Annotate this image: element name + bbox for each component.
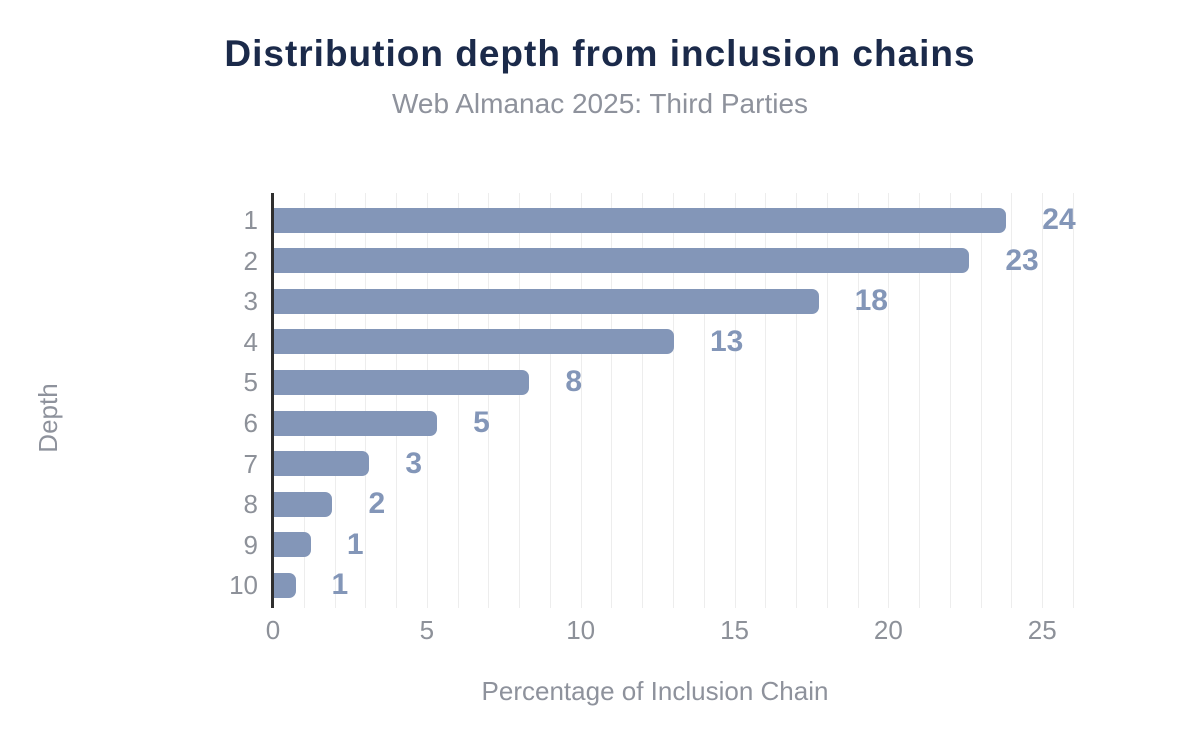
x-tick-label: 25 (1027, 615, 1057, 645)
y-category-label: 7 (243, 448, 258, 479)
chart-title: Distribution depth from inclusion chains (224, 33, 976, 74)
bar (274, 288, 819, 314)
gridline (765, 193, 767, 608)
chart-subtitle: Web Almanac 2025: Third Parties (391, 88, 809, 119)
gridline (1011, 193, 1013, 608)
bar-value-label: 18 (854, 284, 888, 318)
bar (274, 248, 970, 274)
bar (274, 207, 1007, 233)
gridline (703, 193, 705, 608)
y-category-label: 4 (243, 326, 258, 357)
bar-value-label: 2 (368, 487, 386, 521)
y-axis-title: Depth (33, 383, 63, 453)
gridline (457, 193, 459, 608)
x-tick-label: 0 (265, 615, 281, 645)
bar-value-label: 24 (1042, 203, 1076, 236)
bar (274, 329, 674, 355)
y-category-label: 8 (243, 489, 258, 520)
gridline (949, 193, 951, 608)
bar-value-label: 1 (331, 568, 349, 602)
gridline (1042, 193, 1044, 608)
gridline (365, 193, 367, 608)
bar (274, 369, 530, 395)
gridline (580, 193, 582, 608)
gridline (919, 193, 921, 608)
gridline (673, 193, 674, 608)
y-category-label: 2 (243, 245, 258, 276)
bar-value-label: 13 (710, 324, 744, 358)
gridline (826, 193, 828, 608)
y-category-label: 5 (243, 367, 258, 398)
gridline (888, 193, 890, 608)
gridline (488, 193, 490, 608)
gridline (549, 193, 551, 608)
bar-value-label: 3 (405, 446, 423, 480)
gridline (426, 193, 428, 608)
gridline (1073, 193, 1074, 608)
bar (274, 532, 311, 558)
y-category-label: 9 (243, 529, 258, 560)
gridline (519, 193, 521, 608)
bar-value-label: 1 (346, 527, 364, 561)
y-category-label: 6 (243, 408, 258, 438)
bar (274, 410, 438, 436)
bar (274, 451, 370, 477)
gridline (642, 193, 644, 608)
y-category-label: 10 (229, 570, 258, 601)
x-tick-label: 20 (873, 615, 903, 645)
bar (274, 491, 333, 517)
bar-value-label: 23 (1005, 243, 1039, 277)
gridline (611, 193, 613, 608)
x-axis-title: Percentage of Inclusion Chain (481, 676, 829, 706)
gridline (334, 193, 336, 608)
x-tick-label: 5 (419, 615, 435, 645)
gridline (396, 193, 398, 608)
gridline (796, 193, 798, 608)
x-tick-label: 15 (720, 615, 749, 645)
bar-value-label: 5 (473, 406, 490, 439)
x-tick-label: 10 (566, 615, 596, 645)
bar-value-label: 8 (565, 365, 583, 399)
gridline (303, 193, 305, 608)
y-category-label: 3 (243, 286, 258, 317)
y-axis-line (271, 193, 274, 608)
gridline (857, 193, 859, 608)
gridline (734, 193, 736, 608)
gridline (980, 193, 982, 608)
bar (274, 572, 296, 598)
y-category-label: 1 (243, 205, 258, 235)
